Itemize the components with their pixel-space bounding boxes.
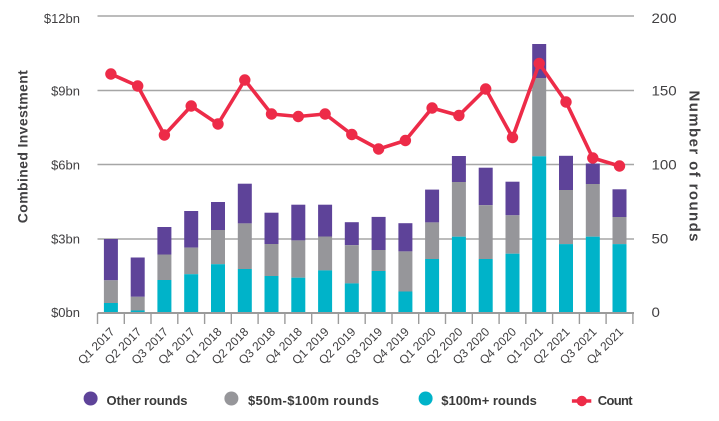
svg-text:Other rounds: Other rounds [107, 393, 188, 408]
svg-text:Combined Investment: Combined Investment [15, 70, 31, 223]
svg-text:0: 0 [652, 304, 661, 320]
svg-text:$12bn: $12bn [44, 11, 80, 26]
svg-text:200: 200 [652, 10, 677, 26]
svg-text:$100m+ rounds: $100m+ rounds [441, 393, 537, 408]
svg-text:150: 150 [652, 83, 677, 99]
svg-text:50: 50 [652, 231, 669, 247]
svg-text:$50m-$100m rounds: $50m-$100m rounds [248, 393, 379, 408]
svg-text:$6bn: $6bn [51, 158, 80, 173]
svg-text:$3bn: $3bn [51, 232, 80, 247]
svg-text:Number of rounds: Number of rounds [686, 91, 703, 242]
svg-text:$0bn: $0bn [51, 305, 80, 320]
svg-text:100: 100 [652, 157, 677, 173]
svg-text:Count: Count [598, 393, 633, 408]
svg-text:$9bn: $9bn [51, 84, 80, 99]
